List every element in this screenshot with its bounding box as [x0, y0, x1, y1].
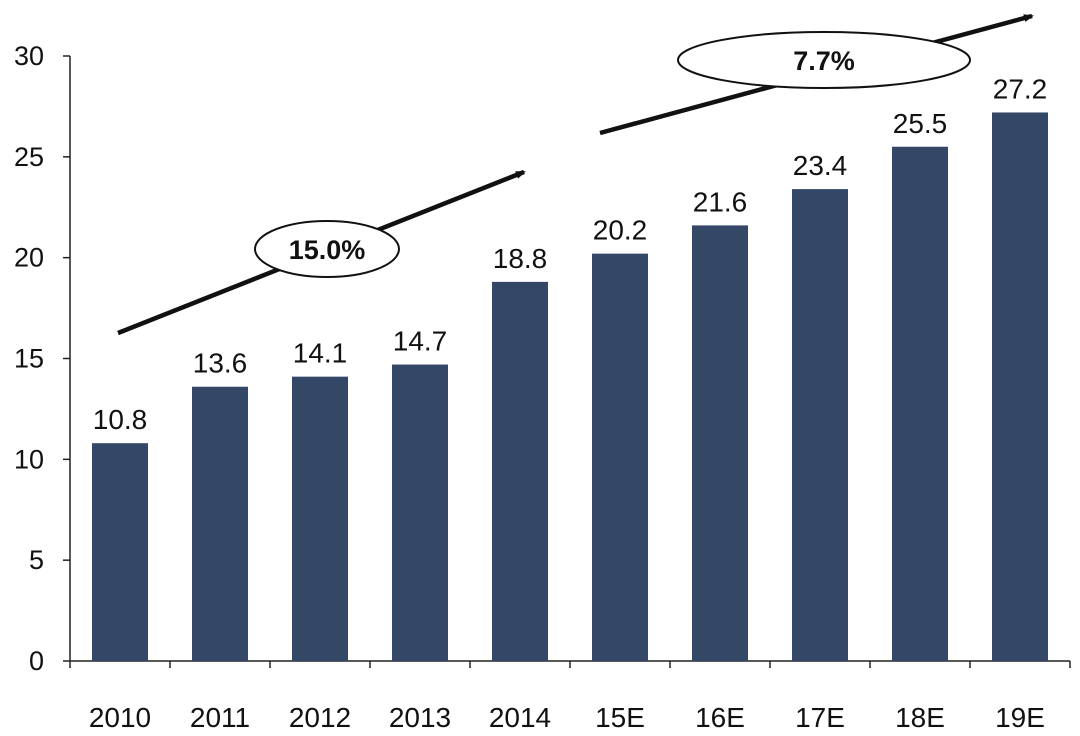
y-tick-label: 20 — [14, 243, 44, 273]
bar — [92, 443, 148, 661]
growth-ellipse — [677, 31, 971, 89]
bar — [992, 112, 1048, 661]
x-tick-label: 16E — [695, 702, 745, 733]
data-label: 23.4 — [793, 150, 848, 181]
data-label: 14.1 — [293, 338, 348, 369]
bar — [592, 253, 648, 661]
labels: 10.8 2010 13.6 2011 14.1 2012 14.7 2013 18.8 2014… — [89, 73, 1047, 733]
bar — [392, 364, 448, 661]
x-tick-label: 2010 — [89, 702, 151, 733]
y-tick-label: 5 — [29, 545, 44, 575]
y-tick-label: 25 — [14, 142, 44, 172]
y-tick-label: 10 — [14, 444, 44, 474]
data-label: 10.8 — [93, 404, 148, 435]
x-tick-label: 2011 — [190, 702, 250, 733]
growth-annotation: 15.0% — [117, 169, 526, 336]
x-tick-label: 18E — [895, 702, 945, 733]
growth-annotation: 7.7% — [599, 13, 1034, 136]
data-label: 18.8 — [493, 243, 548, 274]
data-label: 13.6 — [193, 348, 248, 379]
bars — [92, 112, 1048, 661]
x-tick-label: 17E — [795, 702, 845, 733]
growth-annotations: 15.0% 7.7% — [117, 13, 1034, 336]
bar — [792, 189, 848, 661]
x-tick-label: 2012 — [289, 702, 351, 733]
bar — [692, 225, 748, 661]
growth-rate-label: 7.7% — [793, 46, 855, 76]
x-tick-label: 2014 — [489, 702, 551, 733]
x-tick-label: 19E — [995, 702, 1045, 733]
y-tick-label: 0 — [29, 646, 44, 676]
y-tick-label: 15 — [14, 344, 44, 374]
bar — [292, 376, 348, 661]
x-tick-label: 2013 — [389, 702, 451, 733]
data-label: 21.6 — [693, 186, 748, 217]
data-label: 20.2 — [593, 215, 648, 246]
data-label: 25.5 — [893, 108, 948, 139]
y-tick-label: 30 — [14, 41, 44, 71]
data-label: 27.2 — [993, 73, 1048, 104]
bar — [192, 386, 248, 661]
x-tick-label: 15E — [595, 702, 645, 733]
bar — [892, 146, 948, 661]
data-label: 14.7 — [393, 326, 448, 357]
growth-rate-label: 15.0% — [289, 235, 366, 265]
bar — [492, 281, 548, 661]
growth-ellipse — [254, 220, 400, 278]
